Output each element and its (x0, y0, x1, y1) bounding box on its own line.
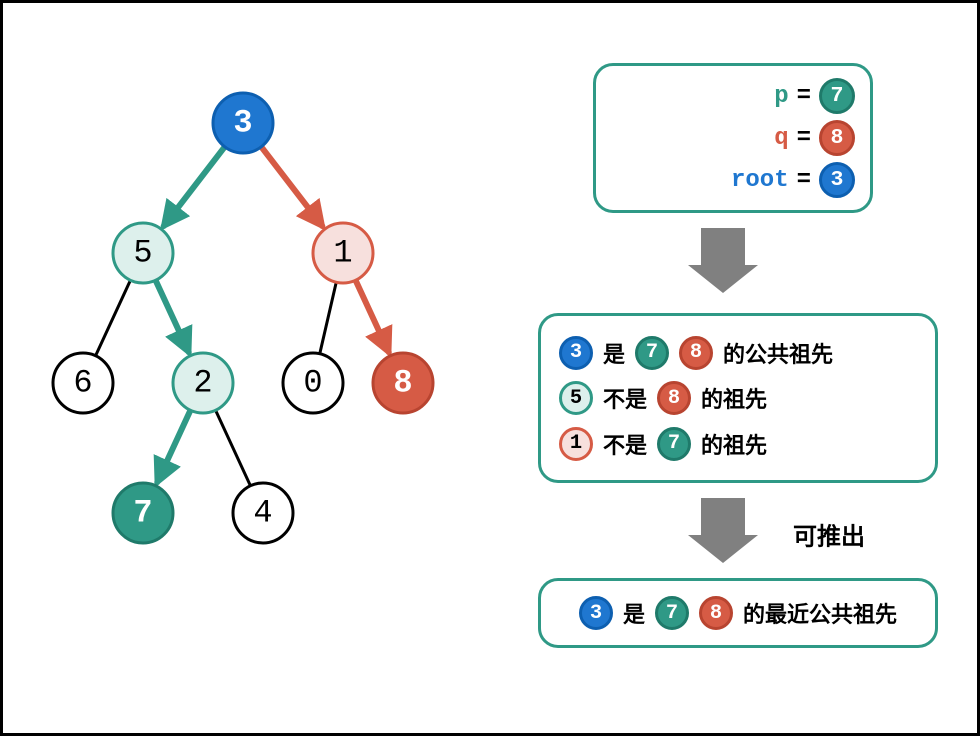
analysis-panel: 3是78的公共祖先5不是8的祖先1不是7的祖先 (538, 313, 938, 483)
svg-text:6: 6 (73, 365, 92, 402)
tree-edge (320, 282, 337, 354)
tree-edge (356, 280, 389, 352)
diagram-frame: { "canvas": { "width": 980, "height": 73… (0, 0, 980, 736)
tree-node-3: 3 (213, 93, 273, 153)
inline-node-7: 7 (819, 78, 855, 114)
analysis-line-0: 3是78 的公共祖先 (559, 336, 917, 370)
svg-text:5: 5 (133, 235, 152, 272)
analysis-line-1: 5 不是 8 的祖先 (559, 381, 917, 415)
conclusion-panel: 3是78 的最近公共祖先 (538, 578, 938, 648)
equals-sign: = (797, 167, 811, 194)
var-label: q (774, 125, 788, 152)
tree-edge (216, 410, 251, 486)
tree-node-5: 5 (113, 223, 173, 283)
svg-text:8: 8 (393, 365, 412, 402)
text-fragment: 的最近公共祖先 (743, 597, 897, 629)
inline-node-8: 8 (679, 336, 713, 370)
inline-node-7: 7 (657, 427, 691, 461)
inline-node-8: 8 (819, 120, 855, 156)
equals-sign: = (797, 83, 811, 110)
equals-sign: = (797, 125, 811, 152)
text-fragment: 的公共祖先 (723, 337, 833, 369)
inline-node-3: 3 (579, 596, 613, 630)
inline-node-8: 8 (657, 381, 691, 415)
svg-text:1: 1 (333, 235, 352, 272)
tree-edge (157, 410, 190, 482)
text-fragment: 是 (623, 597, 645, 629)
analysis-line-2: 1 不是 7 的祖先 (559, 427, 917, 461)
text-fragment: 的祖先 (701, 428, 767, 460)
tree-node-1: 1 (313, 223, 373, 283)
conclusion-line: 3是78 的最近公共祖先 (579, 596, 897, 630)
text-fragment: 不是 (603, 382, 647, 414)
svg-text:3: 3 (233, 105, 252, 142)
inline-node-5: 5 (559, 381, 593, 415)
svg-text:0: 0 (303, 365, 322, 402)
tree-node-7: 7 (113, 483, 173, 543)
inline-node-7: 7 (635, 336, 669, 370)
inline-node-3: 3 (819, 162, 855, 198)
inline-node-7: 7 (655, 596, 689, 630)
tree-node-4: 4 (233, 483, 293, 543)
def-row-root: root = 3 (611, 162, 855, 198)
text-fragment: 不是 (603, 428, 647, 460)
var-label: p (774, 83, 788, 110)
def-row-p: p = 7 (611, 78, 855, 114)
svg-text:2: 2 (193, 365, 212, 402)
tree-edge (261, 147, 322, 226)
inline-node-3: 3 (559, 336, 593, 370)
inline-node-1: 1 (559, 427, 593, 461)
tree-node-0: 0 (283, 353, 343, 413)
tree-node-8: 8 (373, 353, 433, 413)
tree-edge (96, 280, 131, 356)
definitions-panel: p = 7 q = 8 root = 3 (593, 63, 873, 213)
tree-edge (156, 280, 189, 352)
inline-node-8: 8 (699, 596, 733, 630)
var-label: root (731, 167, 789, 194)
tree-node-2: 2 (173, 353, 233, 413)
text-fragment: 的祖先 (701, 382, 767, 414)
svg-text:7: 7 (133, 495, 152, 532)
tree-edge (164, 147, 225, 226)
def-row-q: q = 8 (611, 120, 855, 156)
tree-node-6: 6 (53, 353, 113, 413)
svg-text:4: 4 (253, 495, 272, 532)
text-fragment: 是 (603, 337, 625, 369)
